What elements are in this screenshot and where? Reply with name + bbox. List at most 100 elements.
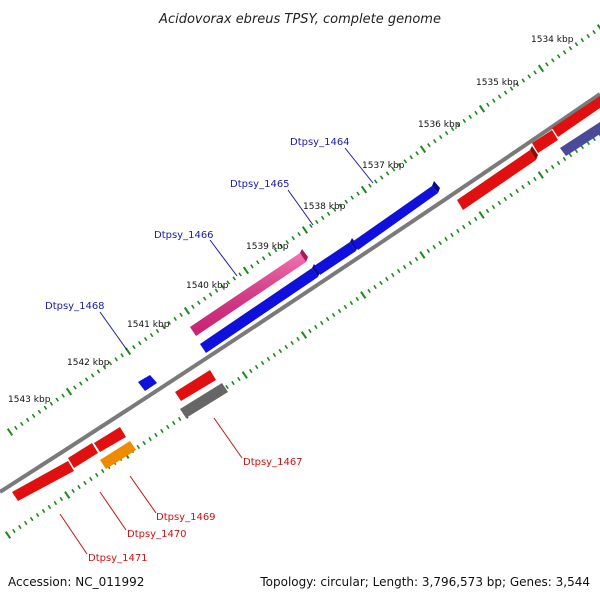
gene-label[interactable]: Dtpsy_1468: [45, 301, 105, 312]
tick-mark: [138, 341, 142, 346]
tick-mark: [325, 316, 330, 322]
tick-mark: [492, 98, 496, 103]
tick-mark: [309, 223, 313, 229]
tick-mark: [254, 364, 259, 370]
tick-mark: [214, 288, 219, 293]
tick-mark: [438, 240, 442, 246]
tick-mark: [226, 280, 231, 285]
gene-feature-red-mid[interactable]: [175, 370, 216, 401]
tick-mark: [319, 320, 324, 326]
gene-feature-orange[interactable]: [100, 441, 136, 469]
tick-mark: [379, 175, 384, 180]
gene-feature-red-left[interactable]: [94, 427, 126, 452]
gene-feature-navy-right[interactable]: [560, 122, 600, 156]
gene-label[interactable]: Dtpsy_1465: [230, 179, 290, 190]
tick-mark: [473, 216, 478, 222]
gene-feature-blue-long[interactable]: [200, 264, 320, 353]
gene-feature-pink[interactable]: [190, 249, 308, 336]
tick-mark: [497, 94, 502, 99]
gene-feature-red-right[interactable]: [457, 146, 538, 210]
outer-tick-row: [6, 24, 600, 436]
tick-mark: [167, 320, 172, 326]
tick-mark: [368, 183, 372, 188]
tick-mark: [343, 304, 348, 310]
tick-mark: [462, 118, 467, 124]
tick-mark: [64, 491, 71, 499]
tick-mark: [266, 356, 271, 362]
tick-mark: [527, 74, 531, 79]
tick-mark: [515, 82, 520, 87]
tick-mark: [279, 244, 284, 249]
kbp-label: 1543 kbp: [8, 395, 51, 405]
tick-mark: [284, 344, 289, 350]
gene-feature-blue-mid[interactable]: [314, 238, 358, 275]
tick-mark: [432, 244, 437, 250]
tick-mark: [580, 38, 585, 43]
gene-feature-red-left2[interactable]: [68, 443, 98, 468]
tick-mark: [533, 70, 537, 75]
tick-mark: [79, 381, 83, 386]
gene-label[interactable]: Dtpsy_1464: [290, 137, 350, 148]
tick-mark: [419, 145, 427, 154]
tick-mark: [478, 104, 486, 113]
tick-mark: [100, 468, 105, 474]
gene-feature-gray[interactable]: [180, 383, 228, 418]
tick-mark: [278, 348, 283, 354]
gene-label[interactable]: Dtpsy_1471: [88, 553, 148, 564]
tick-mark: [533, 176, 537, 182]
tick-mark: [65, 387, 73, 396]
tick-mark: [562, 50, 567, 55]
tick-mark: [83, 480, 87, 486]
inner-tick-row: [4, 131, 600, 539]
tick-mark: [49, 401, 54, 406]
tick-mark: [414, 256, 419, 262]
tick-mark: [456, 228, 460, 234]
map-title: Acidovorax ebreus TPSY, complete genome: [158, 12, 441, 27]
tick-mark: [468, 114, 472, 119]
tick-mark: [256, 260, 260, 265]
gene-feature-red-right3[interactable]: [552, 96, 600, 137]
kbp-label: 1540 kbp: [186, 281, 229, 291]
tick-mark: [586, 33, 590, 39]
tick-mark: [456, 122, 461, 128]
tick-mark: [143, 336, 148, 342]
tick-mark: [444, 236, 448, 242]
tick-mark: [396, 268, 401, 274]
tick-mark: [171, 420, 176, 426]
tick-mark: [527, 180, 531, 186]
tick-mark: [261, 256, 266, 261]
tick-mark: [568, 46, 573, 51]
tick-mark: [550, 164, 555, 170]
tick-mark: [544, 168, 549, 174]
tick-mark: [59, 496, 64, 502]
tick-mark: [314, 324, 318, 330]
gene-label[interactable]: Dtpsy_1466: [154, 230, 214, 241]
tick-mark: [568, 152, 573, 158]
tick-mark: [491, 204, 496, 210]
gene-labels: Dtpsy_1464 Dtpsy_1465 Dtpsy_1466 Dtpsy_1…: [45, 137, 350, 564]
tick-mark: [155, 328, 160, 334]
tick-mark: [132, 345, 136, 350]
gene-feature-blue-small[interactable]: [138, 375, 157, 391]
gene-feature-blue-arrow[interactable]: [352, 181, 440, 250]
tick-mark: [160, 428, 164, 434]
tick-mark: [31, 413, 36, 418]
tick-mark: [338, 203, 343, 208]
tick-mark: [273, 248, 278, 253]
gene-feature-red-right2[interactable]: [532, 130, 558, 153]
tick-mark: [415, 151, 419, 156]
tick-mark: [225, 384, 229, 390]
gene-label[interactable]: Dtpsy_1469: [156, 512, 216, 523]
tick-mark: [419, 251, 426, 259]
gene-label[interactable]: Dtpsy_1467: [243, 457, 303, 468]
gene-label[interactable]: Dtpsy_1470: [127, 529, 187, 540]
tick-mark: [296, 336, 300, 342]
tick-mark: [37, 409, 42, 414]
tick-mark: [462, 224, 466, 230]
tick-mark: [250, 264, 254, 269]
gene-feature-red-left3[interactable]: [12, 461, 74, 501]
tick-mark: [360, 185, 368, 194]
tick-mark: [108, 361, 113, 366]
tick-mark: [41, 508, 46, 514]
